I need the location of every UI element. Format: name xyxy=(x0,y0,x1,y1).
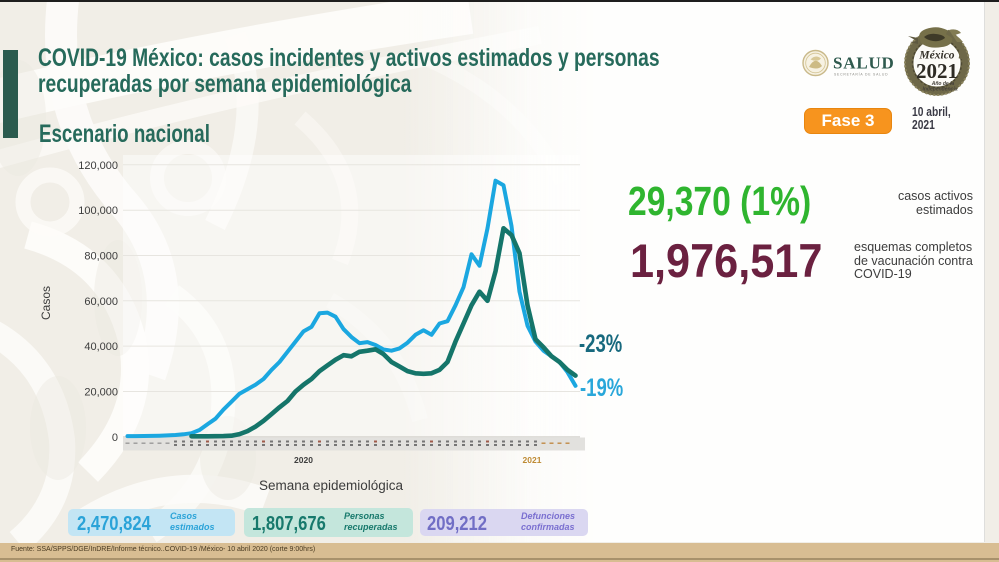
svg-text:Independencia: Independencia xyxy=(922,87,957,93)
svg-text:Casos: Casos xyxy=(39,286,53,320)
svg-text:80,000: 80,000 xyxy=(84,251,118,263)
svg-text:Año de la: Año de la xyxy=(931,81,955,87)
svg-text:2020: 2020 xyxy=(294,455,313,465)
svg-text:2021: 2021 xyxy=(523,455,542,465)
svg-text:SECRETARÍA DE SALUD: SECRETARÍA DE SALUD xyxy=(834,73,888,77)
svg-text:SALUD: SALUD xyxy=(833,54,895,73)
svg-text:Semana epidemiológica: Semana epidemiológica xyxy=(259,478,404,493)
svg-text:20,000: 20,000 xyxy=(84,387,118,399)
svg-text:100,000: 100,000 xyxy=(78,205,118,217)
svg-text:0: 0 xyxy=(112,432,118,444)
svg-text:40,000: 40,000 xyxy=(84,341,118,353)
svg-text:60,000: 60,000 xyxy=(84,296,118,308)
svg-text:México: México xyxy=(918,50,954,62)
svg-text:2021: 2021 xyxy=(916,59,958,83)
svg-text:120,000: 120,000 xyxy=(78,160,118,172)
